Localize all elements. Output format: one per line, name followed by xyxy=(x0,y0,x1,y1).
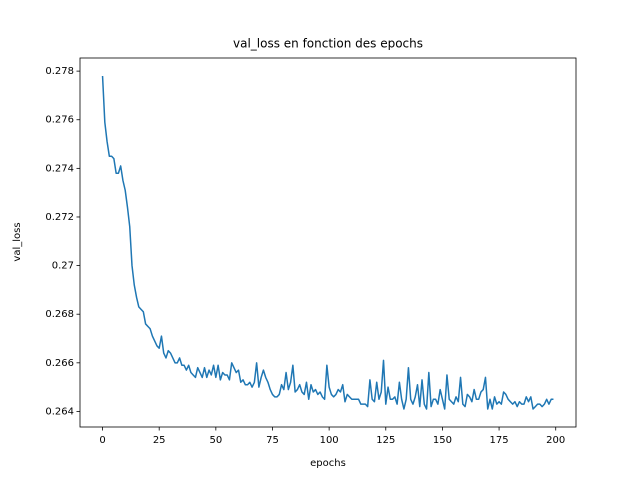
data-line xyxy=(101,75,554,410)
y-tick-label: 0.268 xyxy=(45,309,74,320)
x-tick-label: 200 xyxy=(546,435,565,446)
x-tick-label: 100 xyxy=(320,435,339,446)
y-tick-label: 0.276 xyxy=(45,115,74,126)
x-tick-label: 175 xyxy=(490,435,509,446)
plot-frame xyxy=(79,57,577,428)
y-tick-label: 0.272 xyxy=(45,212,74,223)
y-tick-label: 0.274 xyxy=(45,163,74,174)
y-tick-label: 0.27 xyxy=(52,261,74,272)
y-tick-label: 0.264 xyxy=(45,406,74,417)
chart-title: val_loss en fonction des epochs xyxy=(233,37,423,51)
x-tick-label: 25 xyxy=(153,435,166,446)
x-tick-label: 0 xyxy=(99,435,105,446)
x-tick-label: 125 xyxy=(376,435,395,446)
x-tick-label: 75 xyxy=(266,435,279,446)
x-tick-label: 150 xyxy=(433,435,452,446)
y-tick-label: 0.278 xyxy=(45,66,74,77)
x-tick-label: 50 xyxy=(209,435,222,446)
y-axis-label: val_loss xyxy=(12,222,23,261)
x-axis-label: epochs xyxy=(310,458,346,469)
y-tick-label: 0.266 xyxy=(45,358,74,369)
